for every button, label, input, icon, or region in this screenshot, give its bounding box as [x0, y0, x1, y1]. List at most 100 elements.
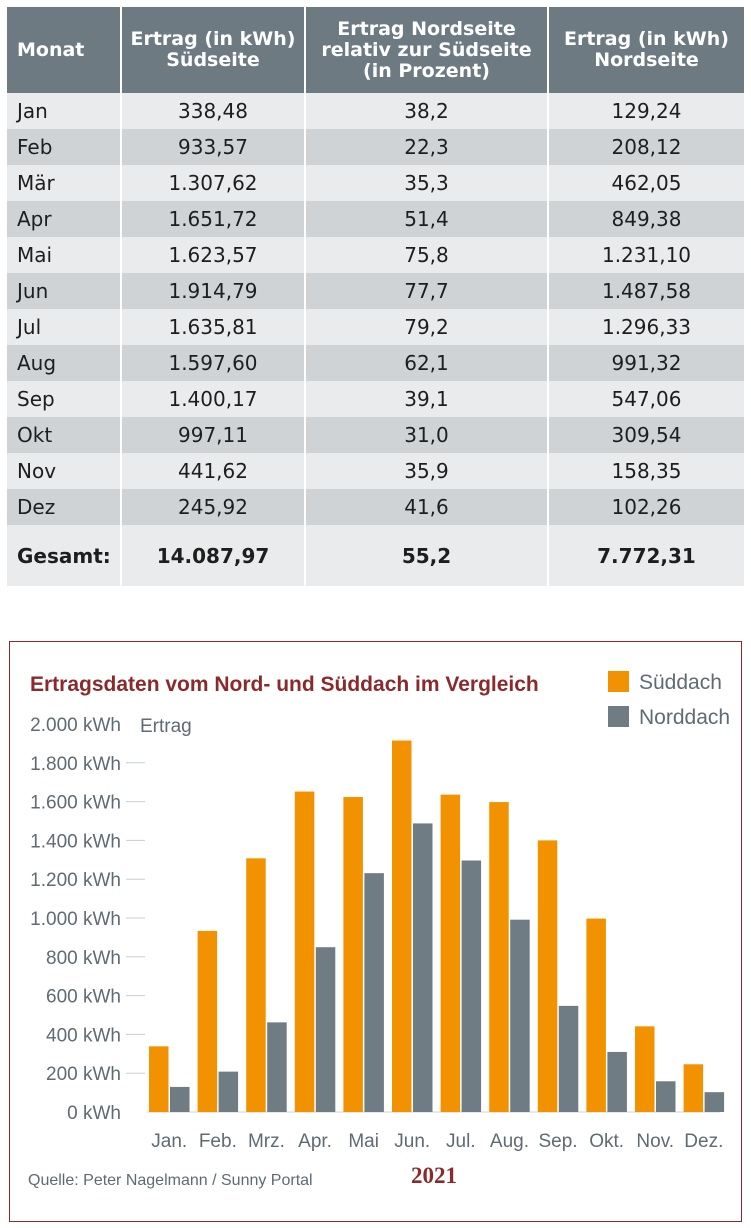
chart-legend: Süddach Norddach: [608, 671, 730, 729]
legend-swatch: [608, 671, 629, 692]
y-tick-label: 2.000 kWh: [30, 715, 121, 736]
table-row: Dez 245,92 41,6 102,26: [7, 489, 744, 525]
ratio-cell: 51,4: [305, 201, 549, 237]
bar-north: [170, 1086, 190, 1112]
table-row: Sep 1.400,17 39,1 547,06: [7, 381, 744, 417]
bar-south: [683, 1064, 704, 1112]
ratio-cell: 41,6: [305, 489, 549, 525]
header-ratio-line: relativ zur Südseite: [321, 38, 532, 61]
header-ratio-line: (in Prozent): [363, 59, 490, 82]
x-tick-label: Mai: [348, 1131, 379, 1152]
bar-north: [607, 1051, 627, 1112]
north-cell: 1.487,58: [548, 273, 744, 309]
ratio-cell: 31,0: [305, 417, 549, 453]
y-axis-label: Ertrag: [140, 716, 192, 737]
bar-south: [586, 918, 606, 1112]
bar-south: [149, 1046, 169, 1112]
x-tick-label: Mrz.: [248, 1131, 285, 1152]
ratio-cell: 39,1: [305, 381, 549, 417]
south-cell: 1.307,62: [121, 165, 306, 201]
ratio-cell: 22,3: [305, 129, 549, 165]
header-south-line: Südseite: [166, 49, 260, 71]
table-row: Jun 1.914,79 77,7 1.487,58: [7, 273, 744, 309]
south-cell: 997,11: [121, 417, 306, 453]
bar-north: [413, 823, 433, 1112]
month-cell: Mai: [7, 237, 122, 273]
ratio-cell: 77,7: [305, 273, 549, 309]
month-cell: Dez: [7, 489, 122, 525]
north-cell: 102,26: [548, 489, 744, 525]
south-cell: 1.400,17: [121, 381, 306, 417]
north-cell: 158,35: [548, 453, 744, 489]
legend-label: Norddach: [639, 706, 730, 729]
x-axis: Jan. Feb. Mrz. Apr. Mai Jun. Jul. Aug. Sep. Okt. N…: [151, 1131, 723, 1152]
bar-south: [197, 930, 218, 1112]
total-north: 7.772,31: [548, 525, 744, 586]
header-ratio-line: Ertrag Nordseite: [337, 17, 516, 40]
bar-north: [315, 947, 336, 1112]
month-cell: Apr: [7, 201, 122, 237]
y-tick-label: 1.200 kWh: [30, 870, 121, 891]
north-cell: 462,05: [548, 165, 744, 201]
ratio-cell: 35,3: [305, 165, 549, 201]
north-cell: 547,06: [548, 381, 744, 417]
legend-label: Süddach: [639, 671, 722, 694]
x-tick-label: Jul.: [446, 1131, 476, 1152]
bar-south: [440, 794, 461, 1112]
month-cell: Aug: [7, 345, 122, 381]
y-tick-label: 200 kWh: [46, 1064, 121, 1085]
bar-south: [246, 858, 266, 1112]
y-tick-label: 400 kWh: [46, 1025, 121, 1046]
bar-south: [489, 802, 509, 1112]
x-tick-label: Jun.: [394, 1131, 430, 1152]
bar-south: [635, 1026, 655, 1112]
month-cell: Nov: [7, 453, 122, 489]
table-row: Mai 1.623,57 75,8 1.231,10: [7, 237, 744, 273]
x-tick-label: Jan.: [151, 1131, 187, 1152]
south-cell: 1.914,79: [121, 273, 306, 309]
north-cell: 129,24: [548, 93, 744, 129]
header-north-line: Nordseite: [594, 49, 699, 71]
y-tick-label: 600 kWh: [46, 987, 121, 1008]
north-cell: 309,54: [548, 417, 744, 453]
yield-chart: Ertragsdaten vom Nord- und Süddach im Ve…: [9, 641, 742, 1222]
bar-south: [392, 740, 412, 1112]
bar-north: [656, 1081, 676, 1112]
month-cell: Sep: [7, 381, 122, 417]
yield-table: Monat Ertrag (in kWh) Südseite Ertrag No…: [7, 7, 744, 586]
chart-bars: [149, 740, 725, 1112]
bar-north: [218, 1071, 239, 1112]
legend-swatch: [608, 706, 629, 727]
x-axis-label: 2021: [411, 1163, 457, 1188]
x-tick-label: Okt.: [589, 1131, 624, 1152]
header-ratio: Ertrag Nordseite relativ zur Südseite (i…: [305, 7, 549, 93]
bar-south: [294, 791, 315, 1112]
table-row: Nov 441,62 35,9 158,35: [7, 453, 744, 489]
bar-north: [267, 1022, 287, 1112]
month-cell: Feb: [7, 129, 122, 165]
table-row: Okt 997,11 31,0 309,54: [7, 417, 744, 453]
table-row: Jan 338,48 38,2 129,24: [7, 93, 744, 129]
ratio-cell: 38,2: [305, 93, 549, 129]
total-label: Gesamt:: [7, 525, 122, 586]
month-cell: Jan: [7, 93, 122, 129]
total-ratio: 55,2: [305, 525, 549, 586]
table-total-row: Gesamt: 14.087,97 55,2 7.772,31: [7, 525, 744, 586]
bar-north: [704, 1092, 725, 1112]
y-tick-label: 0 kWh: [67, 1103, 121, 1124]
bar-south: [537, 840, 558, 1112]
south-cell: 338,48: [121, 93, 306, 129]
table-row: Feb 933,57 22,3 208,12: [7, 129, 744, 165]
x-tick-label: Aug.: [490, 1131, 529, 1152]
x-tick-label: Sep.: [539, 1131, 578, 1152]
y-tick-label: 1.600 kWh: [30, 793, 121, 814]
north-cell: 208,12: [548, 129, 744, 165]
south-cell: 933,57: [121, 129, 306, 165]
total-south: 14.087,97: [121, 525, 306, 586]
table-row: Jul 1.635,81 79,2 1.296,33: [7, 309, 744, 345]
north-cell: 1.231,10: [548, 237, 744, 273]
table-row: Aug 1.597,60 62,1 991,32: [7, 345, 744, 381]
table-header-row: Monat Ertrag (in kWh) Südseite Ertrag No…: [7, 7, 744, 93]
header-north-line: Ertrag (in kWh): [564, 28, 729, 50]
south-cell: 1.623,57: [121, 237, 306, 273]
